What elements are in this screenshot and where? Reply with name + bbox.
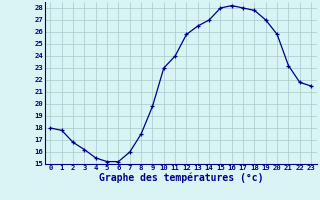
X-axis label: Graphe des températures (°c): Graphe des températures (°c): [99, 173, 263, 183]
